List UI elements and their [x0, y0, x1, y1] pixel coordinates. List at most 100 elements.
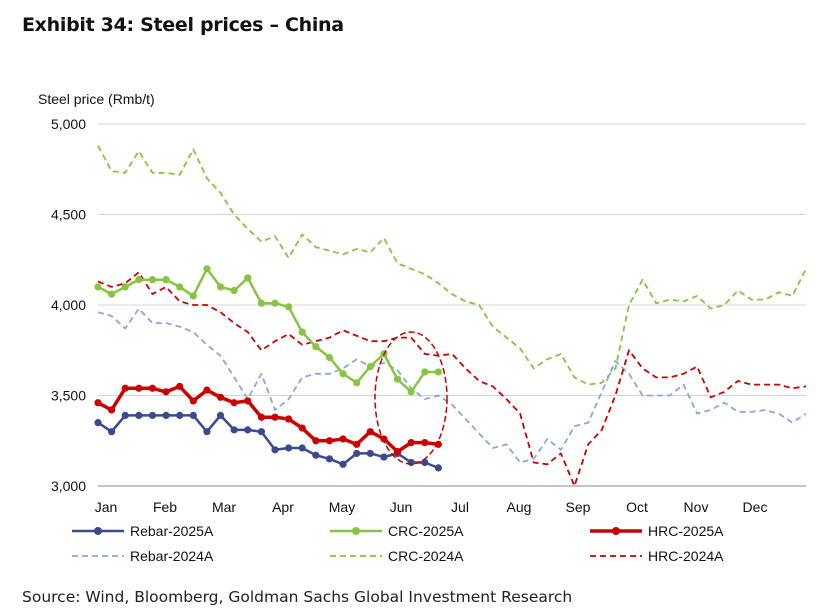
data-point [135, 276, 143, 284]
x-tick-label: Mar [212, 499, 236, 515]
series-hrc-2025a [94, 382, 442, 456]
data-point [339, 370, 347, 378]
data-point [162, 388, 170, 396]
legend-item: Rebar-2024A [72, 548, 214, 564]
data-point [421, 458, 429, 467]
data-point [94, 283, 102, 291]
data-point [135, 384, 143, 392]
data-point [421, 438, 429, 447]
data-point [312, 451, 320, 459]
data-point [325, 455, 334, 463]
data-point [244, 274, 252, 282]
data-point [285, 444, 293, 452]
data-point [407, 458, 415, 467]
series-rebar-2024a [97, 307, 807, 464]
legend-item: Rebar-2025A [72, 523, 214, 539]
data-point [244, 397, 252, 405]
data-point [298, 424, 306, 432]
x-tick-label: Apr [272, 499, 294, 515]
data-point [203, 386, 211, 394]
data-point [108, 406, 116, 414]
data-point [271, 413, 279, 421]
data-point [285, 303, 293, 311]
data-point [339, 435, 347, 443]
series-crc-2024a [97, 145, 807, 386]
series-lines [94, 145, 807, 487]
legend-label: Rebar-2024A [130, 548, 214, 564]
data-point [121, 283, 129, 291]
data-point [298, 328, 306, 336]
data-point [108, 428, 116, 436]
data-point [230, 399, 238, 407]
chart-title: Exhibit 34: Steel prices – China [22, 14, 344, 36]
data-point [393, 448, 402, 456]
data-point [121, 411, 129, 420]
y-tick-labels: 3,000 3,500 4,000 4,500 5,000 [51, 116, 86, 494]
data-point [189, 292, 197, 300]
legend-marker [94, 527, 102, 535]
data-point [257, 428, 265, 436]
data-point [366, 428, 374, 436]
legend-label: CRC-2025A [388, 523, 464, 539]
y-tick-label: 3,000 [51, 478, 86, 494]
data-point [203, 428, 211, 436]
x-tick-label: Jul [451, 499, 469, 515]
data-point [312, 437, 320, 445]
data-point [148, 411, 157, 420]
data-point [285, 415, 293, 423]
data-point [407, 438, 415, 447]
series-crc-2025a [94, 265, 442, 396]
data-point [353, 449, 361, 458]
highlight-ellipse [374, 331, 448, 465]
legend-item: HRC-2024A [590, 548, 724, 564]
legend: Rebar-2025A CRC-2025A HRC-2025A Rebar-2024A… [72, 523, 724, 564]
x-tick-label: Nov [684, 499, 709, 515]
data-point [135, 411, 143, 420]
data-point [162, 411, 170, 420]
data-point [148, 384, 157, 392]
data-point [298, 444, 306, 452]
series-line [97, 307, 807, 464]
y-tick-label: 4,000 [51, 297, 86, 313]
data-point [257, 299, 265, 307]
data-point [216, 283, 225, 291]
legend-label: CRC-2024A [388, 548, 464, 564]
data-point [162, 276, 170, 284]
data-point [94, 419, 102, 427]
data-point [121, 384, 129, 392]
data-point [366, 449, 374, 458]
x-tick-label: Sep [566, 499, 591, 515]
y-tick-label: 3,500 [51, 388, 86, 404]
series-line [97, 145, 807, 386]
data-point [380, 453, 388, 461]
gridlines [98, 123, 806, 487]
legend-item: CRC-2024A [330, 548, 464, 564]
data-point [434, 464, 442, 472]
x-tick-label: Jun [390, 499, 413, 515]
data-point [244, 426, 252, 434]
data-point [380, 435, 388, 443]
legend-item: HRC-2025A [590, 523, 724, 539]
x-tick-label: Jan [95, 499, 118, 515]
data-point [230, 286, 238, 295]
data-point [257, 413, 265, 421]
legend-label: Rebar-2025A [130, 523, 214, 539]
legend-item: CRC-2025A [330, 523, 464, 539]
legend-label: HRC-2025A [648, 523, 724, 539]
legend-marker [612, 527, 620, 535]
data-point [407, 388, 415, 396]
y-tick-label: 4,500 [51, 207, 86, 223]
legend-marker [352, 527, 360, 535]
series-line [97, 271, 807, 487]
data-point [325, 353, 334, 362]
data-point [353, 379, 361, 387]
data-point [189, 411, 197, 420]
y-tick-label: 5,000 [51, 116, 86, 132]
data-point [94, 399, 102, 407]
series-rebar-2025a [94, 411, 442, 472]
series-hrc-2024a [97, 271, 807, 487]
data-point [189, 397, 197, 405]
x-tick-label: Oct [626, 499, 648, 515]
data-point [325, 437, 334, 445]
